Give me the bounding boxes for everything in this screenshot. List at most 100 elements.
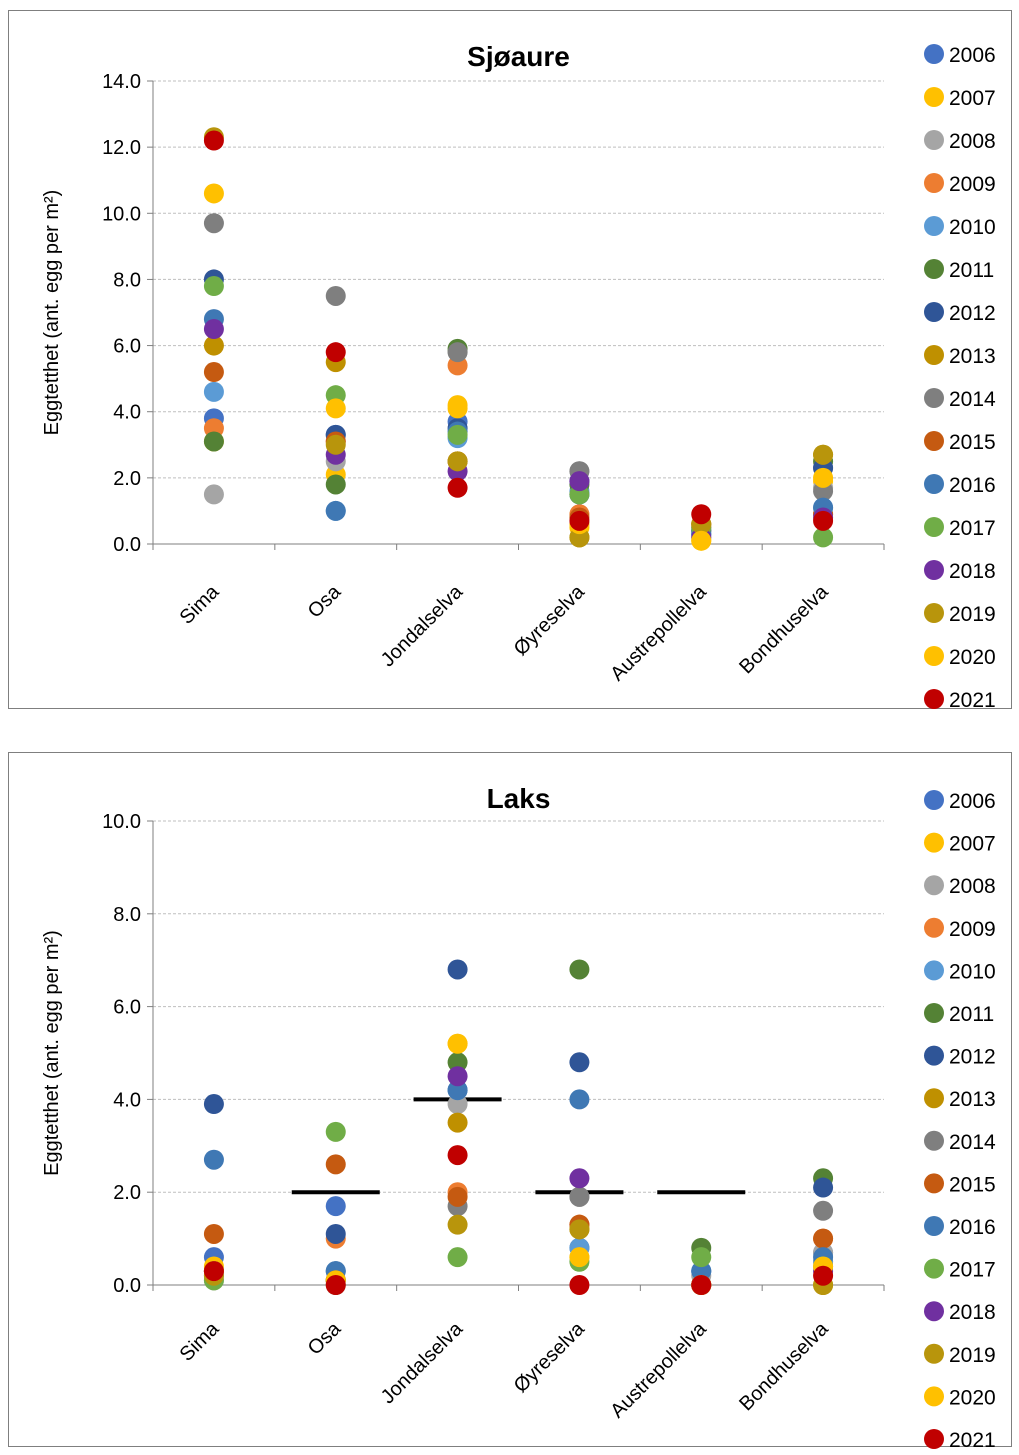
data-point bbox=[203, 319, 224, 340]
y-tick-label: 10.0 bbox=[102, 811, 141, 833]
data-point bbox=[203, 1223, 224, 1244]
data-point bbox=[691, 1261, 712, 1282]
data-point bbox=[447, 1112, 468, 1133]
legend-marker bbox=[924, 44, 944, 64]
data-point bbox=[813, 1265, 834, 1286]
legend-label: 2017 bbox=[949, 517, 996, 540]
legend-label: 2016 bbox=[949, 1216, 996, 1239]
y-tick-label: 14.0 bbox=[102, 71, 141, 93]
data-point bbox=[813, 1177, 834, 1198]
legend-marker bbox=[924, 790, 944, 810]
data-point bbox=[813, 1200, 834, 1221]
y-tick-label: 2.0 bbox=[113, 468, 141, 490]
legend-label: 2015 bbox=[949, 431, 996, 454]
y-tick-label: 6.0 bbox=[113, 336, 141, 358]
legend-label: 2013 bbox=[949, 345, 996, 368]
legend-marker bbox=[924, 875, 944, 896]
legend-marker bbox=[924, 832, 944, 853]
legend-marker bbox=[924, 917, 944, 938]
data-point bbox=[447, 1145, 468, 1166]
data-point bbox=[447, 1033, 468, 1054]
data-point bbox=[325, 285, 346, 306]
data-point bbox=[569, 1089, 590, 1110]
y-axis-label: Eggtetthet (ant. egg per m²) bbox=[41, 190, 63, 436]
data-point bbox=[325, 500, 346, 521]
legend-marker bbox=[924, 603, 944, 623]
data-point bbox=[325, 398, 346, 419]
y-tick-label: 8.0 bbox=[113, 269, 141, 291]
legend-marker bbox=[924, 345, 944, 365]
legend-label: 2019 bbox=[949, 1344, 996, 1367]
legend-marker bbox=[924, 1258, 944, 1279]
legend-marker bbox=[924, 130, 944, 150]
data-point bbox=[447, 1052, 468, 1073]
legend-label: 2020 bbox=[949, 646, 996, 669]
data-point bbox=[569, 959, 590, 980]
data-point bbox=[203, 1261, 224, 1282]
legend-label: 2015 bbox=[949, 1173, 996, 1196]
legend-marker bbox=[924, 474, 944, 494]
legend-marker bbox=[924, 1045, 944, 1066]
data-point bbox=[325, 474, 346, 495]
legend-marker bbox=[924, 1173, 944, 1194]
legend-label: 2021 bbox=[949, 1429, 996, 1452]
legend-marker bbox=[924, 216, 944, 236]
legend-label: 2021 bbox=[949, 689, 996, 712]
data-point bbox=[203, 362, 224, 383]
data-point bbox=[569, 1052, 590, 1073]
legend-marker bbox=[924, 1301, 944, 1322]
legend-label: 2007 bbox=[949, 87, 996, 110]
data-point bbox=[813, 510, 834, 531]
data-point bbox=[203, 276, 224, 297]
data-point bbox=[691, 530, 712, 551]
data-point bbox=[203, 130, 224, 151]
y-tick-label: 0.0 bbox=[113, 534, 141, 556]
data-point bbox=[447, 1080, 468, 1101]
data-point bbox=[447, 342, 468, 363]
data-point bbox=[569, 471, 590, 492]
data-point bbox=[203, 484, 224, 505]
legend-label: 2016 bbox=[949, 474, 996, 497]
legend-label: 2010 bbox=[949, 960, 996, 983]
y-tick-label: 4.0 bbox=[113, 402, 141, 424]
legend-marker bbox=[924, 1003, 944, 1023]
legend-marker bbox=[924, 1088, 944, 1109]
data-point bbox=[325, 434, 346, 455]
data-point bbox=[447, 424, 468, 445]
data-point bbox=[569, 1275, 590, 1295]
legend-marker bbox=[924, 1343, 944, 1364]
legend-label: 2014 bbox=[949, 388, 996, 411]
data-point bbox=[813, 444, 834, 465]
legend-label: 2011 bbox=[949, 1003, 994, 1026]
legend-label: 2009 bbox=[949, 918, 996, 941]
legend-marker bbox=[924, 646, 944, 666]
data-point bbox=[203, 381, 224, 402]
data-point bbox=[691, 504, 712, 525]
data-point bbox=[691, 1247, 712, 1268]
data-point bbox=[325, 1121, 346, 1142]
y-tick-label: 10.0 bbox=[102, 203, 141, 225]
y-tick-label: 6.0 bbox=[113, 997, 141, 1019]
data-point bbox=[203, 1094, 224, 1115]
data-point bbox=[325, 1275, 346, 1295]
legend-marker bbox=[924, 1130, 944, 1151]
y-tick-label: 2.0 bbox=[113, 1182, 141, 1204]
data-point bbox=[447, 959, 468, 980]
data-point bbox=[569, 1219, 590, 1240]
legend-marker bbox=[924, 1386, 944, 1407]
y-tick-label: 4.0 bbox=[113, 1089, 141, 1111]
data-point bbox=[447, 1066, 468, 1087]
data-point bbox=[447, 398, 468, 419]
chart-border bbox=[8, 10, 1012, 709]
data-point bbox=[203, 1149, 224, 1170]
data-point bbox=[569, 1186, 590, 1207]
legend-label: 2013 bbox=[949, 1088, 996, 1111]
data-point bbox=[203, 213, 224, 234]
chart-title: Laks bbox=[487, 783, 551, 814]
legend-marker bbox=[924, 689, 944, 709]
legend-marker bbox=[924, 87, 944, 107]
legend-label: 2019 bbox=[949, 603, 996, 626]
data-point bbox=[203, 183, 224, 204]
